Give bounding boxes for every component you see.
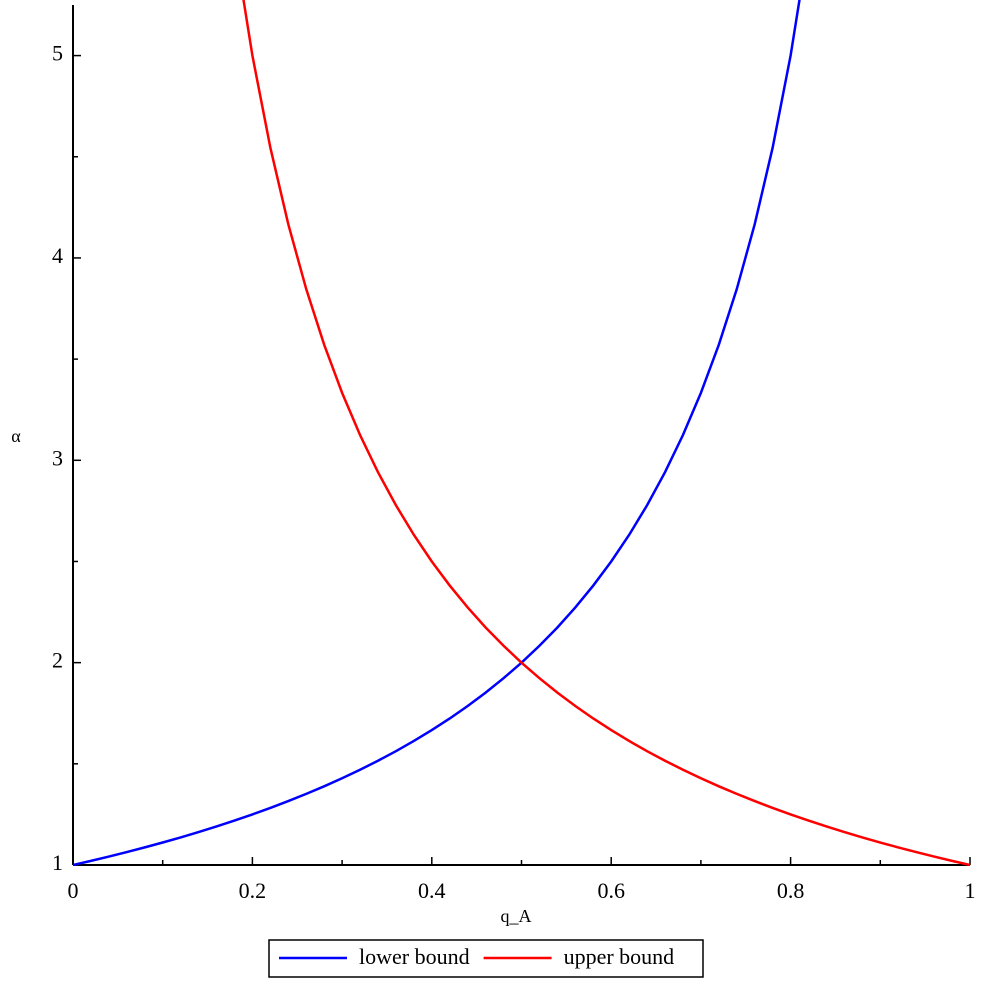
x-tick-label: 0.6 [597, 878, 625, 903]
x-axis-label: q_A [501, 906, 532, 926]
line-series [73, 0, 801, 866]
x-tick-label: 0 [68, 878, 79, 903]
legend-label: lower bound [359, 944, 470, 969]
y-tick-label: 2 [52, 648, 63, 673]
x-tick-label: 0.4 [418, 878, 446, 903]
y-tick-label: 3 [52, 445, 63, 470]
y-axis-label: α [11, 426, 21, 446]
legend-label: upper bound [564, 944, 675, 969]
x-tick-label: 0.8 [777, 878, 805, 903]
legend-box [268, 939, 704, 978]
x-tick-label: 0.2 [239, 878, 267, 903]
x-tick-label: 1 [965, 878, 976, 903]
y-tick-label: 5 [52, 41, 63, 66]
plot-area [73, 0, 971, 866]
line-series [242, 0, 971, 866]
y-tick-label: 4 [52, 243, 63, 268]
y-tick-label: 1 [52, 850, 63, 875]
